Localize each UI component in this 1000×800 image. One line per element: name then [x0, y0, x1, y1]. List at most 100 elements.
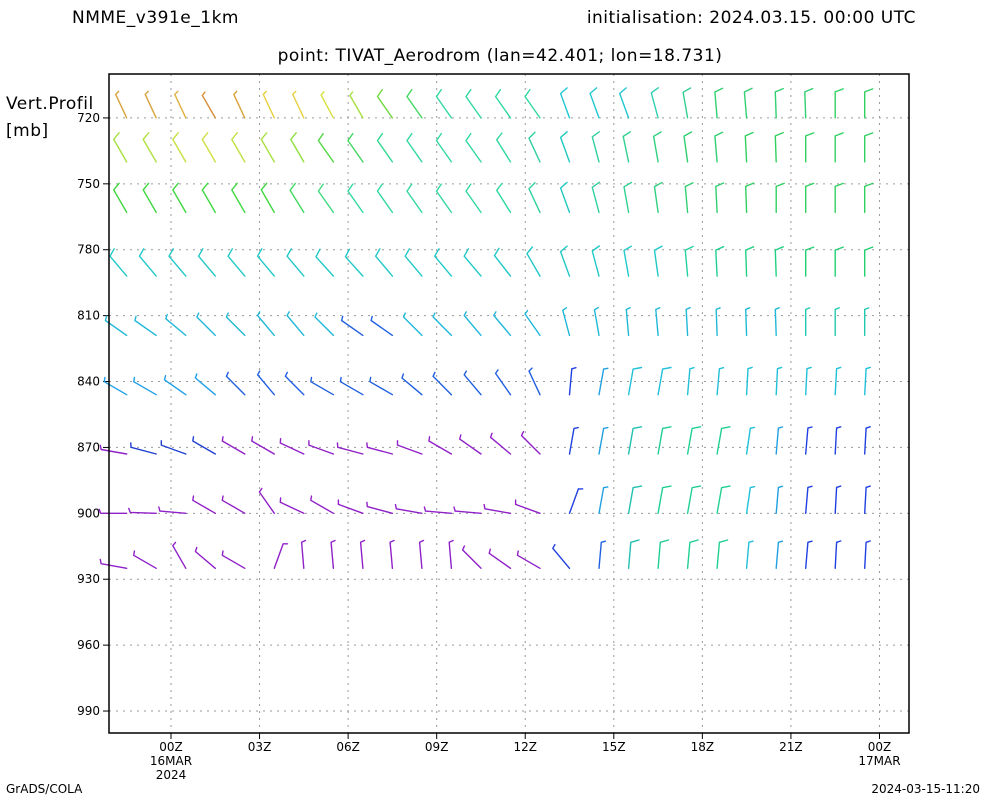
y-axis-label: Vert.Profil — [6, 94, 94, 114]
wind-barb — [258, 487, 275, 514]
x-tick-label: 15Z — [602, 740, 626, 754]
wind-barb — [745, 426, 756, 455]
wind-barb — [144, 90, 157, 119]
wind-barb — [465, 88, 482, 119]
wind-barb — [99, 444, 128, 455]
wind-barb — [231, 132, 246, 163]
wind-barb — [834, 246, 844, 277]
y-tick-label: 750 — [77, 177, 100, 191]
wind-barb — [286, 311, 305, 337]
wind-barb — [657, 426, 672, 455]
wind-barb — [349, 91, 364, 119]
wind-barb — [716, 426, 731, 455]
wind-barb — [133, 550, 157, 569]
wind-barb — [622, 131, 632, 163]
wind-barb — [376, 183, 394, 214]
wind-barb — [194, 373, 216, 396]
wind-barb — [775, 485, 784, 514]
wind-barb — [344, 248, 364, 277]
wind-barb — [138, 248, 157, 277]
wind-barb — [804, 87, 814, 119]
wind-barb — [864, 182, 874, 214]
wind-barb — [591, 181, 600, 214]
wind-barb — [314, 312, 335, 337]
wind-barb — [516, 550, 541, 569]
wind-barb — [404, 248, 423, 277]
wind-barb — [864, 426, 871, 455]
wind-barb — [805, 426, 813, 455]
plot-frame — [108, 73, 910, 734]
wind-barb — [366, 442, 394, 455]
wind-barb — [623, 245, 633, 277]
wind-barb — [524, 88, 541, 119]
wind-barb — [524, 309, 541, 337]
wind-barb — [256, 370, 275, 396]
wind-barb — [262, 90, 275, 119]
wind-barb — [568, 367, 577, 396]
wind-barb — [591, 245, 600, 277]
wind-barb — [805, 485, 813, 514]
y-tick-label: 930 — [77, 572, 100, 586]
wind-barb — [684, 245, 694, 277]
wind-barb — [251, 436, 275, 455]
wind-barb — [465, 132, 482, 163]
wind-barb — [337, 499, 364, 514]
wind-barb — [744, 131, 754, 163]
wind-barb — [461, 545, 482, 569]
wind-barb — [103, 376, 128, 396]
wind-barb — [650, 87, 659, 119]
x-tick-label: 03Z — [248, 740, 272, 754]
wind-barb — [716, 367, 725, 396]
wind-barb — [864, 366, 871, 396]
wind-barb — [286, 248, 305, 277]
wind-barb — [805, 540, 813, 569]
wind-barb — [347, 132, 364, 163]
wind-barb — [448, 539, 454, 569]
wind-barb — [260, 182, 275, 214]
wind-barb — [745, 246, 755, 277]
wind-barb — [231, 182, 246, 214]
wind-barb — [221, 495, 246, 514]
wind-barb — [775, 540, 784, 569]
wind-barb — [496, 182, 512, 214]
wind-barb — [359, 539, 366, 569]
wind-barb — [684, 182, 694, 214]
wind-barb — [194, 546, 216, 569]
wind-barb — [623, 181, 633, 214]
wind-barb — [775, 182, 785, 214]
wind-barb — [279, 497, 305, 514]
wind-barb — [864, 246, 874, 277]
wind-barb — [406, 183, 423, 214]
x-tick-label: 06Z — [336, 740, 360, 754]
wind-barb — [520, 431, 541, 455]
x-tick-label: 12Z — [513, 740, 537, 754]
wind-barb — [336, 442, 364, 455]
wind-barb — [172, 182, 187, 214]
x-tick-year-label: 2024 — [156, 768, 187, 782]
x-tick-label: 21Z — [779, 740, 803, 754]
wind-barb — [113, 132, 128, 163]
wind-barb — [716, 539, 729, 569]
y-tick-label: 780 — [77, 243, 100, 257]
wind-barb — [256, 311, 275, 337]
wind-barb — [339, 376, 364, 396]
wind-barb — [453, 506, 482, 514]
wind-barb — [745, 540, 754, 569]
wind-barb — [465, 183, 482, 214]
wind-barb — [559, 181, 571, 214]
wind-barb — [435, 183, 453, 214]
wind-barb — [559, 131, 571, 163]
wind-barb — [168, 248, 187, 277]
wind-barb — [463, 248, 482, 277]
wind-barb — [657, 539, 670, 569]
wind-barb — [559, 245, 571, 277]
wind-barb — [653, 245, 663, 277]
wind-barb — [435, 132, 453, 163]
wind-barb — [864, 307, 870, 337]
wind-barb — [402, 312, 423, 337]
wind-barb — [406, 132, 423, 163]
wind-barb — [805, 246, 815, 277]
wind-barb — [463, 311, 482, 337]
wind-barb — [864, 132, 874, 163]
